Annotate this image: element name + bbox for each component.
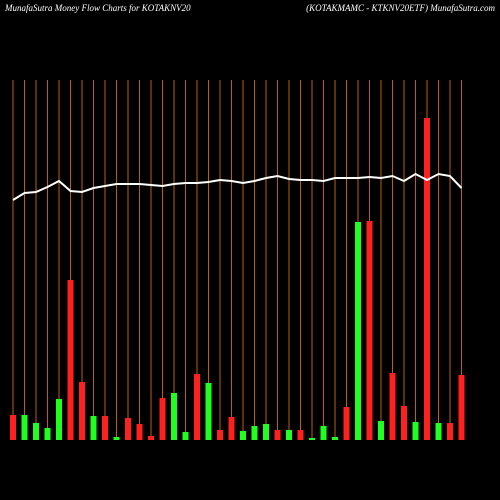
chart-title: MunafaSutra Money Flow Charts for KOTAKN… [4,3,191,13]
bar [263,424,269,440]
bar [21,415,28,440]
bar [148,436,154,440]
bar [378,421,384,440]
bar [44,428,51,440]
bar [309,438,315,440]
bar [274,430,281,440]
bar [355,222,361,440]
bar [458,375,465,440]
bar [447,423,453,440]
bar [389,373,396,440]
bar [217,430,223,440]
bar [113,437,120,440]
bar [366,221,373,440]
bar [194,374,200,440]
bar [56,399,62,440]
bar [240,431,246,440]
bar [435,423,442,440]
bar [79,382,85,440]
bar [286,430,292,440]
bar [136,424,143,440]
bar [171,393,177,440]
bar [159,398,166,440]
bar [320,426,327,440]
bar [424,118,430,440]
bar [251,426,258,440]
money-flow-line [12,172,463,201]
bar [33,423,39,440]
bar [102,416,108,440]
bar [205,383,212,440]
bar [67,280,74,440]
bar [343,407,350,440]
bar [412,422,419,440]
chart-subtitle: (KOTAKMAMC - KTKNV20ETF) MunafaSutra.com [306,3,495,13]
bar [182,432,189,440]
bar [228,417,235,440]
bar [90,416,97,440]
bar [401,406,407,440]
bar [332,437,338,440]
bar [10,415,16,440]
bar [125,418,131,440]
bar [297,430,304,440]
